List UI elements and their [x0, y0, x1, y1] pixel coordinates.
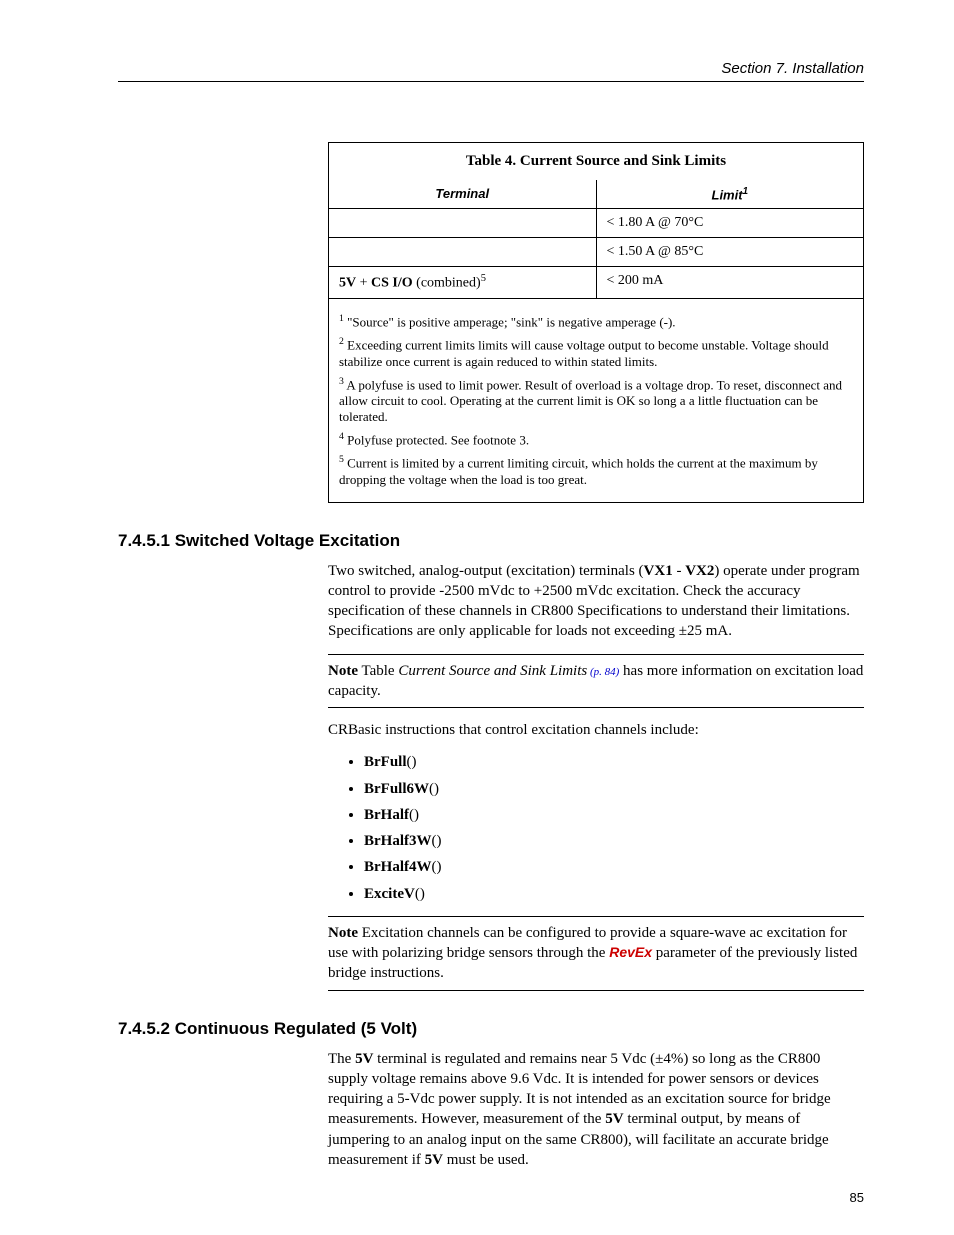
- cell-terminal: 5V + CS I/O (combined)5: [329, 267, 597, 299]
- instr-name: BrFull6W: [364, 781, 429, 797]
- text-run: Two switched, analog-output (excitation)…: [328, 563, 644, 579]
- list-item: ExciteV(): [364, 884, 864, 904]
- section1-body: Two switched, analog-output (excitation)…: [328, 561, 864, 991]
- footnote: 2 Exceeding current limits limits will c…: [339, 336, 853, 369]
- fn-text: Current is limited by a current limiting…: [339, 456, 818, 487]
- page-header: Section 7. Installation: [118, 60, 864, 81]
- page-container: Section 7. Installation Table 4. Current…: [0, 0, 954, 1235]
- note-label: Note: [328, 925, 358, 941]
- table-block: Table 4. Current Source and Sink Limits …: [328, 142, 864, 503]
- term-part: CS I/O: [371, 276, 413, 291]
- instr-name: BrHalf4W: [364, 859, 432, 875]
- footnote: 3 A polyfuse is used to limit power. Res…: [339, 376, 853, 425]
- cell-limit: < 1.50 A @ 85°C: [596, 238, 864, 267]
- note-label: Note: [328, 663, 358, 679]
- instr-name: ExciteV: [364, 886, 415, 902]
- table-row: 5V + CS I/O (combined)5 < 200 mA: [329, 267, 864, 299]
- text-bold: 5V: [355, 1051, 373, 1067]
- table-title: Table 4. Current Source and Sink Limits: [329, 143, 864, 181]
- fn-text: "Source" is positive amperage; "sink" is…: [344, 314, 676, 329]
- footnote: 5 Current is limited by a current limiti…: [339, 454, 853, 487]
- text-italic: Current Source and Sink Limits: [398, 663, 587, 679]
- col-limit-label: Limit: [712, 187, 743, 202]
- paragraph: The 5V terminal is regulated and remains…: [328, 1049, 864, 1171]
- col-limit-sup: 1: [743, 186, 748, 197]
- section2-body: The 5V terminal is regulated and remains…: [328, 1049, 864, 1171]
- cell-terminal: [329, 238, 597, 267]
- heading-continuous-regulated: 7.4.5.2 Continuous Regulated (5 Volt): [118, 1019, 864, 1039]
- note-box: Note Excitation channels can be configur…: [328, 916, 864, 991]
- instr-name: BrHalf3W: [364, 833, 432, 849]
- col-terminal: Terminal: [329, 180, 597, 209]
- paragraph: CRBasic instructions that control excita…: [328, 720, 864, 740]
- footnote: 1 "Source" is positive amperage; "sink" …: [339, 313, 853, 330]
- term-sup: 5: [481, 273, 486, 284]
- note-box: Note Table Current Source and Sink Limit…: [328, 654, 864, 709]
- footnote: 4 Polyfuse protected. See footnote 3.: [339, 431, 853, 448]
- footnotes-cell: 1 "Source" is positive amperage; "sink" …: [329, 298, 864, 502]
- text-run: must be used.: [443, 1152, 529, 1168]
- col-limit: Limit1: [596, 180, 864, 209]
- text-bold: 5V: [605, 1111, 623, 1127]
- text-bold: VX1: [644, 563, 673, 579]
- instr-name: BrHalf: [364, 807, 409, 823]
- paragraph: Two switched, analog-output (excitation)…: [328, 561, 864, 642]
- instruction-list: BrFull() BrFull6W() BrHalf() BrHalf3W() …: [328, 752, 864, 904]
- table-row: < 1.80 A @ 70°C: [329, 209, 864, 238]
- fn-text: Polyfuse protected. See footnote 3.: [344, 432, 529, 447]
- text-bold: 5V: [425, 1152, 443, 1168]
- list-item: BrHalf4W(): [364, 857, 864, 877]
- term-part: 5V: [339, 276, 356, 291]
- cell-limit: < 1.80 A @ 70°C: [596, 209, 864, 238]
- fn-text: A polyfuse is used to limit power. Resul…: [339, 377, 842, 424]
- cell-terminal: [329, 209, 597, 238]
- text-run: The: [328, 1051, 355, 1067]
- limits-table: Table 4. Current Source and Sink Limits …: [328, 142, 864, 503]
- revex-param: RevEx: [609, 944, 652, 960]
- text-run: Table: [358, 663, 398, 679]
- cell-limit: < 200 mA: [596, 267, 864, 299]
- fn-text: Exceeding current limits limits will cau…: [339, 338, 829, 369]
- heading-switched-voltage: 7.4.5.1 Switched Voltage Excitation: [118, 531, 864, 551]
- term-part: +: [356, 276, 371, 291]
- term-part: (combined): [413, 276, 481, 291]
- text-run: -: [673, 563, 686, 579]
- text-bold: VX2: [685, 563, 714, 579]
- table-footnotes-row: 1 "Source" is positive amperage; "sink" …: [329, 298, 864, 502]
- header-rule: [118, 81, 864, 82]
- list-item: BrFull6W(): [364, 779, 864, 799]
- page-number: 85: [850, 1190, 864, 1205]
- instr-name: BrFull: [364, 754, 407, 770]
- table-title-row: Table 4. Current Source and Sink Limits: [329, 143, 864, 181]
- list-item: BrFull(): [364, 752, 864, 772]
- table-header-row: Terminal Limit1: [329, 180, 864, 209]
- table-row: < 1.50 A @ 85°C: [329, 238, 864, 267]
- list-item: BrHalf(): [364, 805, 864, 825]
- list-item: BrHalf3W(): [364, 831, 864, 851]
- page-ref-link[interactable]: (p. 84): [587, 666, 619, 678]
